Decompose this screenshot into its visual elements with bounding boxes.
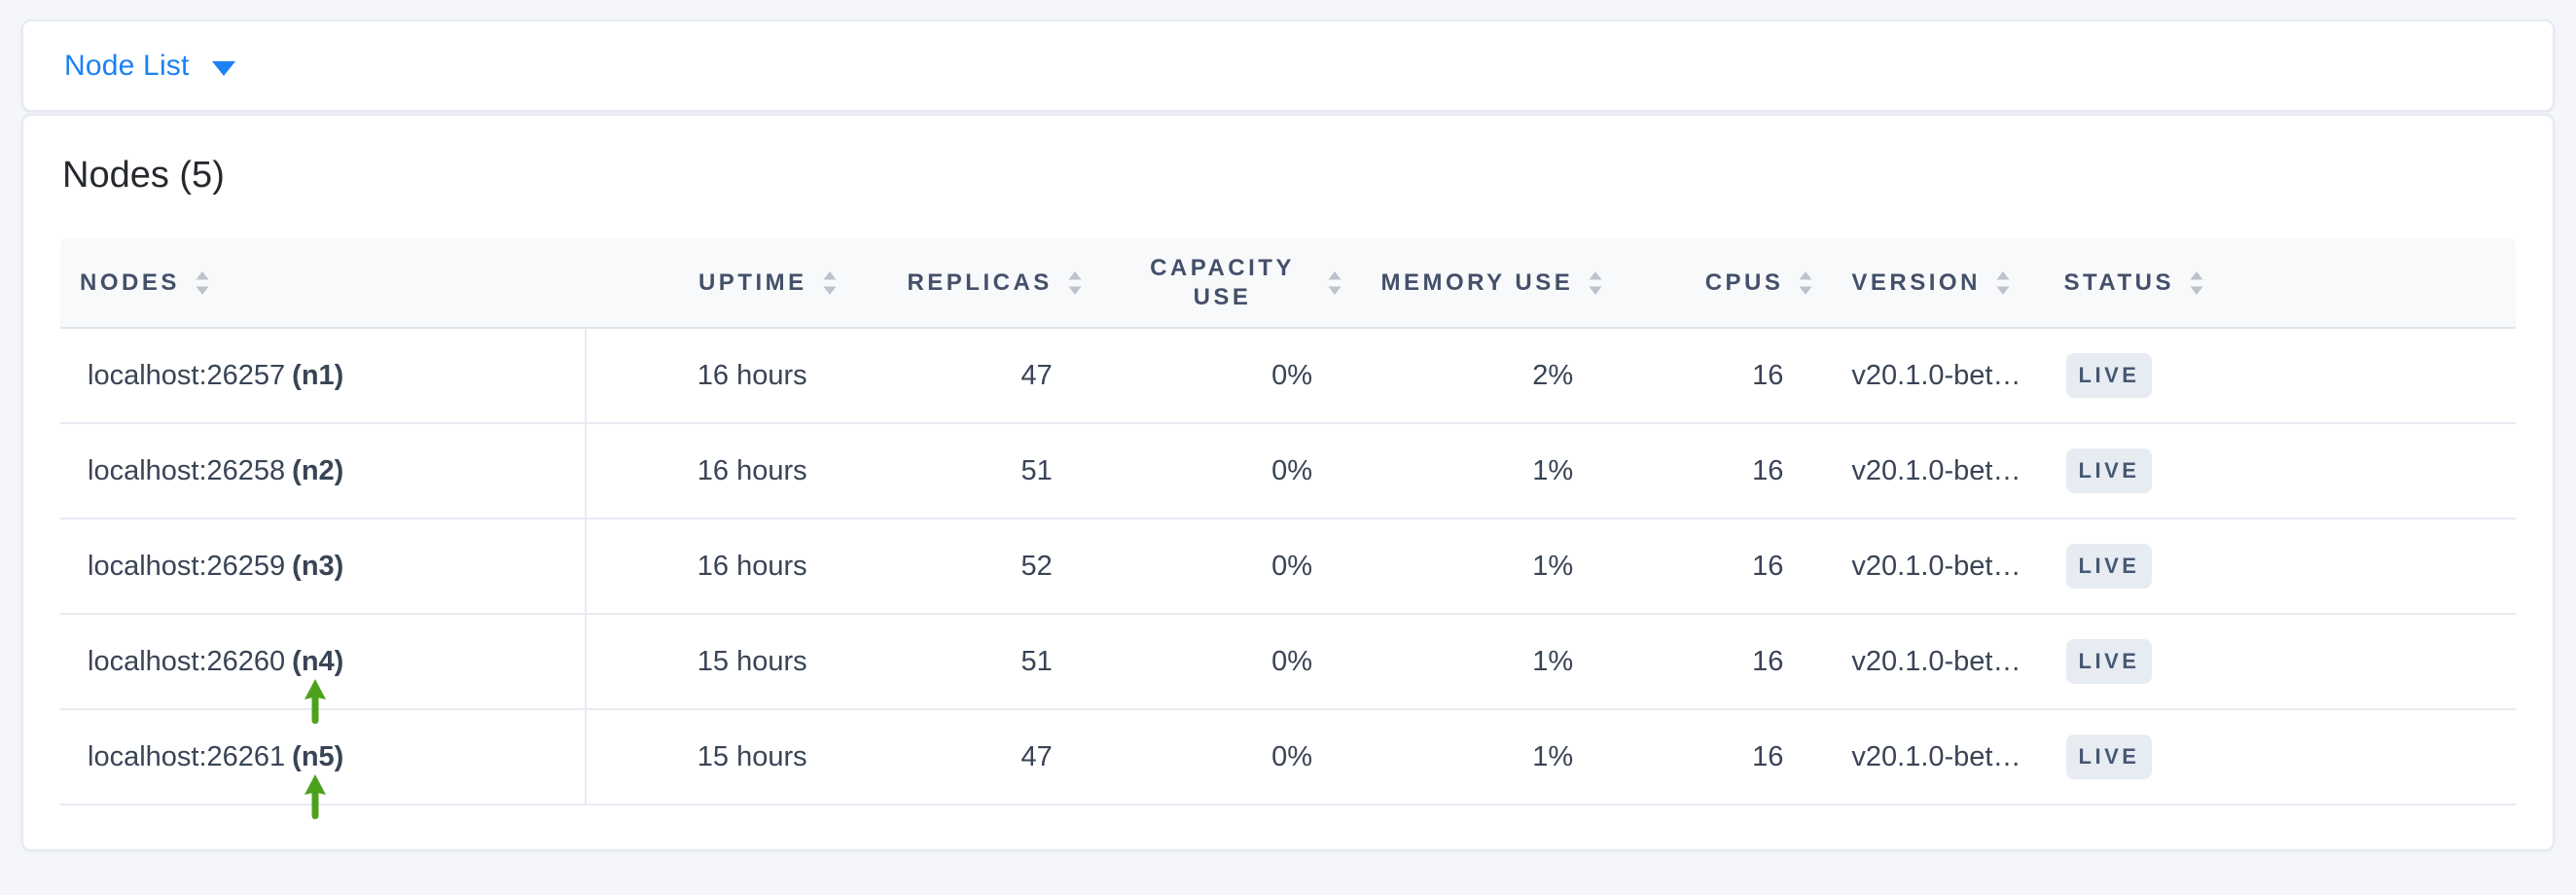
view-selector-bar: Node List <box>21 19 2555 112</box>
table-row: localhost:26258 (n2) 16 hours 51 0% 1% 16… <box>60 423 2516 519</box>
cell-replicas: 51 <box>849 614 1095 710</box>
cell-cpus: 16 <box>1616 328 1827 424</box>
cell-memory-use: 1% <box>1355 614 1617 710</box>
chevron-down-icon <box>211 60 235 76</box>
green-arrow-up-icon <box>304 774 326 819</box>
sort-icon <box>1328 270 1342 295</box>
cell-node-id: localhost:26257 (n1) <box>60 328 588 424</box>
cell-replicas: 51 <box>849 423 1095 519</box>
cell-memory-use: 1% <box>1355 519 1617 615</box>
column-header-replicas[interactable]: REPLICAS <box>849 238 1095 329</box>
status-badge: LIVE <box>2065 544 2153 589</box>
node-list-table: NODES UPTIME REPLICAS CAPACITY USE MEMOR… <box>60 238 2516 819</box>
cell-memory-use: 1% <box>1355 423 1617 519</box>
cell-memory-use: 1% <box>1355 709 1617 806</box>
column-header-capacity-use[interactable]: CAPACITY USE <box>1094 238 1356 329</box>
cell-replicas: 47 <box>849 709 1095 806</box>
cell-uptime: 16 hours <box>586 423 850 519</box>
cell-uptime: 15 hours <box>586 614 850 710</box>
status-badge: LIVE <box>2065 353 2153 398</box>
page-root: { "topbar": { "dropdown_label": "Node Li… <box>0 19 2576 895</box>
nodes-panel: Nodes (5) NODES UPTIME REPLICAS CAPACITY… <box>21 114 2555 851</box>
cell-capacity-use: 0% <box>1094 614 1356 710</box>
cell-capacity-use: 0% <box>1094 423 1356 519</box>
column-header-version[interactable]: VERSION <box>1826 238 2047 329</box>
cell-node-id: localhost:26258 (n2) <box>60 423 588 519</box>
cell-node-id: localhost:26259 (n3) <box>60 519 588 615</box>
cell-version: v20.1.0-bet… <box>1826 709 2047 806</box>
sort-icon <box>196 270 209 295</box>
table-row: localhost:26259 (n3) 16 hours 52 0% 1% 16… <box>60 519 2516 615</box>
column-header-cpus[interactable]: CPUS <box>1616 238 1827 329</box>
cell-uptime: 16 hours <box>586 328 850 424</box>
cell-status: LIVE <box>2046 423 2516 519</box>
cell-version: v20.1.0-bet… <box>1826 519 2047 615</box>
column-header-uptime[interactable]: UPTIME <box>586 238 850 329</box>
cell-capacity-use: 0% <box>1094 328 1356 424</box>
cell-memory-use: 2% <box>1355 328 1617 424</box>
status-badge: LIVE <box>2065 639 2153 684</box>
cell-replicas: 52 <box>849 519 1095 615</box>
view-dropdown-label: Node List <box>64 49 190 82</box>
cell-node-id: localhost:26260 (n4) <box>60 614 588 724</box>
cell-status: LIVE <box>2046 709 2516 806</box>
table-header-row: NODES UPTIME REPLICAS CAPACITY USE MEMOR… <box>60 238 2516 329</box>
cell-capacity-use: 0% <box>1094 519 1356 615</box>
table-row: localhost:26261 (n5) 15 hours 47 0% 1% 16… <box>60 709 2516 819</box>
sort-icon <box>1589 270 1602 295</box>
column-header-nodes[interactable]: NODES <box>60 238 587 329</box>
cell-node-id: localhost:26261 (n5) <box>60 709 588 819</box>
sort-icon <box>2190 270 2203 295</box>
cell-status: LIVE <box>2046 519 2516 615</box>
cell-cpus: 16 <box>1616 423 1827 519</box>
cell-replicas: 47 <box>849 328 1095 424</box>
sort-icon <box>1799 270 1812 295</box>
cell-version: v20.1.0-bet… <box>1826 614 2047 710</box>
status-badge: LIVE <box>2065 734 2153 779</box>
cell-uptime: 16 hours <box>586 519 850 615</box>
cell-uptime: 15 hours <box>586 709 850 806</box>
cell-version: v20.1.0-bet… <box>1826 423 2047 519</box>
cell-cpus: 16 <box>1616 614 1827 710</box>
column-header-memory-use[interactable]: MEMORY USE <box>1355 238 1617 329</box>
sort-icon <box>1068 270 1082 295</box>
cell-version: v20.1.0-bet… <box>1826 328 2047 424</box>
cell-capacity-use: 0% <box>1094 709 1356 806</box>
sort-icon <box>1996 270 2010 295</box>
status-badge: LIVE <box>2065 448 2153 493</box>
cell-cpus: 16 <box>1616 709 1827 806</box>
table-row: localhost:26257 (n1) 16 hours 47 0% 2% 16… <box>60 328 2516 424</box>
view-dropdown[interactable]: Node List <box>64 50 235 83</box>
cell-cpus: 16 <box>1616 519 1827 615</box>
cell-status: LIVE <box>2046 328 2516 424</box>
table-row: localhost:26260 (n4) 15 hours 51 0% 1% 16… <box>60 614 2516 724</box>
page-title: Nodes (5) <box>62 155 225 196</box>
cell-status: LIVE <box>2046 614 2516 710</box>
sort-icon <box>823 270 837 295</box>
column-header-status[interactable]: STATUS <box>2046 238 2516 329</box>
